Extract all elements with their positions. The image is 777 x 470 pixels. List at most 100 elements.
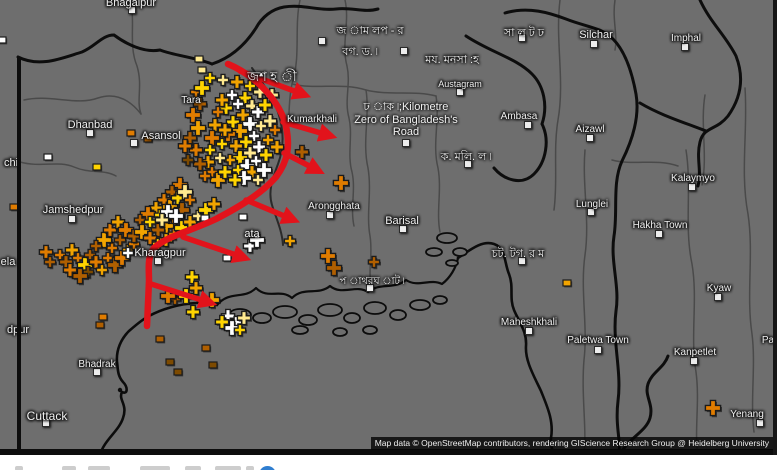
city-label: Aizawl <box>575 124 605 135</box>
lightning-cross <box>89 239 103 253</box>
lightning-square <box>201 344 211 352</box>
lightning-square <box>165 358 175 366</box>
lightning-square <box>173 368 183 376</box>
legend-fragment <box>140 466 170 470</box>
city-marker <box>586 134 594 142</box>
city-label: Ambasa <box>500 111 538 122</box>
lightning-cross <box>233 323 247 337</box>
lightning-cross <box>231 97 245 111</box>
lightning-cross <box>62 262 78 278</box>
lightning-cross <box>217 164 233 180</box>
lightning-cross <box>215 137 229 151</box>
lightning-square <box>0 36 7 44</box>
lightning-cross <box>250 104 266 120</box>
city-label: Yenang <box>730 409 764 420</box>
lightning-cross <box>154 212 170 228</box>
city-label: জ াম লপ - র <box>336 25 404 37</box>
lightning-cross <box>251 173 265 187</box>
legend-fragment <box>15 466 23 470</box>
city-label: Cuttack <box>26 409 68 423</box>
lightning-cross <box>113 233 127 247</box>
lightning-square <box>98 313 108 321</box>
lightning-cross <box>95 231 113 249</box>
city-label: Imphal <box>670 33 702 44</box>
legend-fragment <box>185 466 201 470</box>
city-marker <box>587 208 595 216</box>
lightning-cross <box>248 231 266 249</box>
city-marker <box>681 43 689 51</box>
city-marker <box>524 121 532 129</box>
lightning-cross <box>319 247 337 265</box>
lightning-square <box>238 213 248 221</box>
city-marker <box>326 211 334 219</box>
city-marker <box>688 183 696 191</box>
city-label: Kalaymyo <box>671 173 715 184</box>
lightning-cross <box>185 304 201 320</box>
city-label: Arongghata <box>308 201 360 212</box>
dhaka-label-line: ঢ াক ৷;Kilometre <box>363 101 449 113</box>
lightning-cross <box>43 255 57 269</box>
lightning-cross <box>192 96 208 112</box>
city-label: Maheshkhali <box>500 317 558 328</box>
lightning-cross <box>95 263 109 277</box>
storm-arrow <box>180 234 252 263</box>
city-label: Hakha Town <box>632 220 688 231</box>
storm-arrow <box>148 281 218 309</box>
city-marker <box>68 215 76 223</box>
lightning-cross <box>283 234 297 248</box>
lightning-cross <box>211 105 225 119</box>
city-label: বগ. ড. ৷ <box>342 46 378 58</box>
lightning-cross <box>150 222 166 238</box>
lightning-cross <box>213 151 227 165</box>
city-label: Jamshedpur <box>42 204 104 216</box>
lightning-cross <box>229 74 245 90</box>
map-frame-left <box>17 57 21 450</box>
lightning-cross <box>203 129 221 147</box>
lightning-square <box>197 66 207 74</box>
lightning-cross <box>167 207 185 225</box>
lightning-square <box>194 55 204 63</box>
lightning-cross <box>159 287 177 305</box>
lightning-cross <box>225 88 239 102</box>
lightning-cross <box>207 117 223 133</box>
lightning-square <box>92 163 102 171</box>
dhaka-kilometre-zero-label: ঢ াক ৷;Kilometre Zero of Bangladesh's Road <box>354 101 458 139</box>
legend-strip-cutoff <box>0 455 777 470</box>
city-label: Tara <box>181 95 201 106</box>
lightning-cross <box>269 139 285 155</box>
lightning-cross <box>254 119 268 133</box>
lightning-cross <box>177 138 193 154</box>
city-marker <box>42 419 50 427</box>
city-label: chi <box>3 157 19 169</box>
lightning-cross <box>231 122 249 140</box>
country-boundaries <box>16 0 743 455</box>
lightning-cross <box>203 143 217 157</box>
lightning-cross <box>367 255 381 269</box>
map-canvas[interactable]: BhagalpurDhanbadAsansolTarachieladpurJam… <box>0 0 777 455</box>
lightning-cross <box>189 119 207 137</box>
coastline <box>98 241 556 455</box>
storm-arrow <box>281 150 325 174</box>
city-label: Asansol <box>141 130 181 142</box>
map-attribution[interactable]: Map data © OpenStreetMap contributors, r… <box>370 437 773 450</box>
city-label: সা ল ট ঢ <box>503 27 545 39</box>
city-marker <box>518 257 526 265</box>
lightning-cross <box>249 154 263 168</box>
city-label: ক. মলি. ল ৷ <box>440 151 492 163</box>
city-marker <box>128 6 136 14</box>
city-label: Pa <box>761 335 775 346</box>
city-label: জশ হ ী <box>247 69 297 84</box>
city-marker <box>366 284 374 292</box>
lightning-cross <box>217 122 233 138</box>
city-label: ela <box>0 256 16 268</box>
lightning-square <box>222 254 232 262</box>
district-boundaries <box>19 0 755 455</box>
lightning-cross <box>203 71 217 85</box>
lightning-cross <box>255 161 273 179</box>
lightning-cross <box>193 79 211 97</box>
lightning-square <box>143 135 153 143</box>
storm-arrow <box>243 197 301 224</box>
storm-arrow <box>280 119 338 142</box>
city-label: ময. মনসা :হ <box>425 54 479 66</box>
